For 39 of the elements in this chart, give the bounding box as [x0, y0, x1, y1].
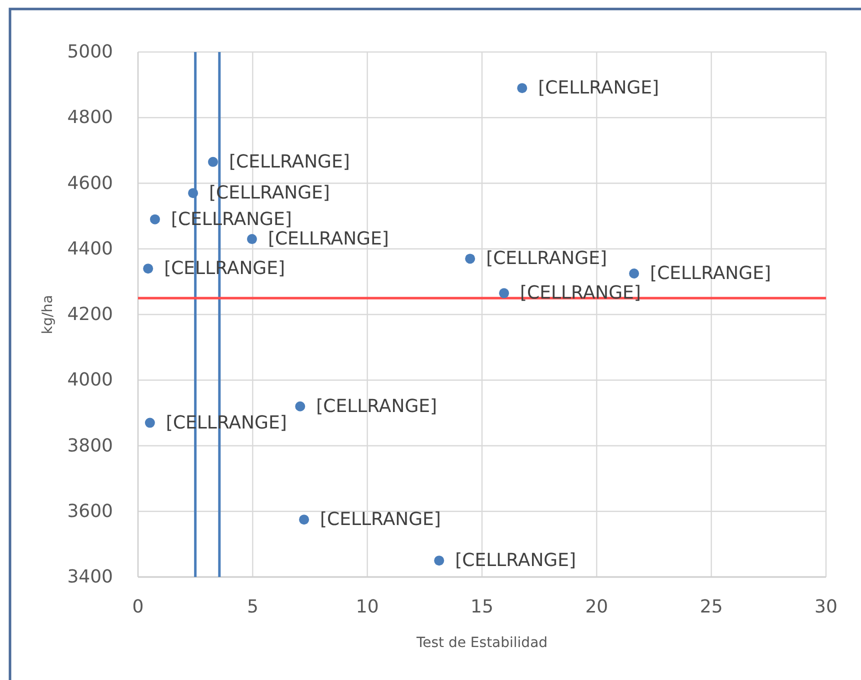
point — [246, 234, 257, 244]
y-tick-label: 4600 — [67, 172, 113, 194]
x-tick-label: 25 — [700, 596, 723, 618]
x-tick-label: 15 — [470, 596, 494, 618]
point — [629, 268, 640, 278]
data-label: [CELLRANGE] — [455, 550, 576, 572]
point — [465, 254, 476, 264]
y-tick-label: 3600 — [67, 500, 113, 522]
point — [150, 214, 160, 224]
point — [517, 83, 528, 94]
x-tick-label: 30 — [814, 596, 838, 618]
y-tick-label: 4800 — [67, 107, 113, 128]
point — [144, 418, 155, 428]
point — [208, 156, 218, 167]
data-label: [CELLRANGE] — [538, 78, 660, 99]
data-label: [CELLRANGE] — [320, 509, 441, 530]
point — [295, 401, 306, 412]
data-label: [CELLRANGE] — [228, 151, 350, 172]
y-tick-label: 5000 — [67, 42, 113, 62]
point — [434, 556, 444, 566]
point — [499, 288, 510, 298]
y-tick-label: 3800 — [67, 435, 113, 456]
x-axis-title: Test de Estabilidad — [415, 635, 548, 651]
point — [143, 264, 154, 274]
data-label: [CELLRANGE] — [316, 396, 438, 417]
x-tick-label: 5 — [246, 596, 258, 618]
y-tick-label: 3400 — [67, 566, 113, 588]
point — [299, 514, 310, 525]
data-label: [CELLRANGE] — [650, 262, 771, 284]
point — [188, 188, 198, 198]
data-label: [CELLRANGE] — [268, 228, 389, 250]
x-tick-label: 20 — [585, 596, 608, 618]
y-tick-label: 4200 — [67, 304, 113, 325]
y-axis-title: kg/ha — [40, 294, 56, 334]
x-tick-label: 10 — [356, 596, 379, 618]
x-tick-label: 0 — [132, 596, 144, 618]
y-tick-label: 4000 — [67, 370, 113, 391]
y-tick-label: 4400 — [67, 238, 113, 260]
data-label: [CELLRANGE] — [486, 248, 607, 270]
